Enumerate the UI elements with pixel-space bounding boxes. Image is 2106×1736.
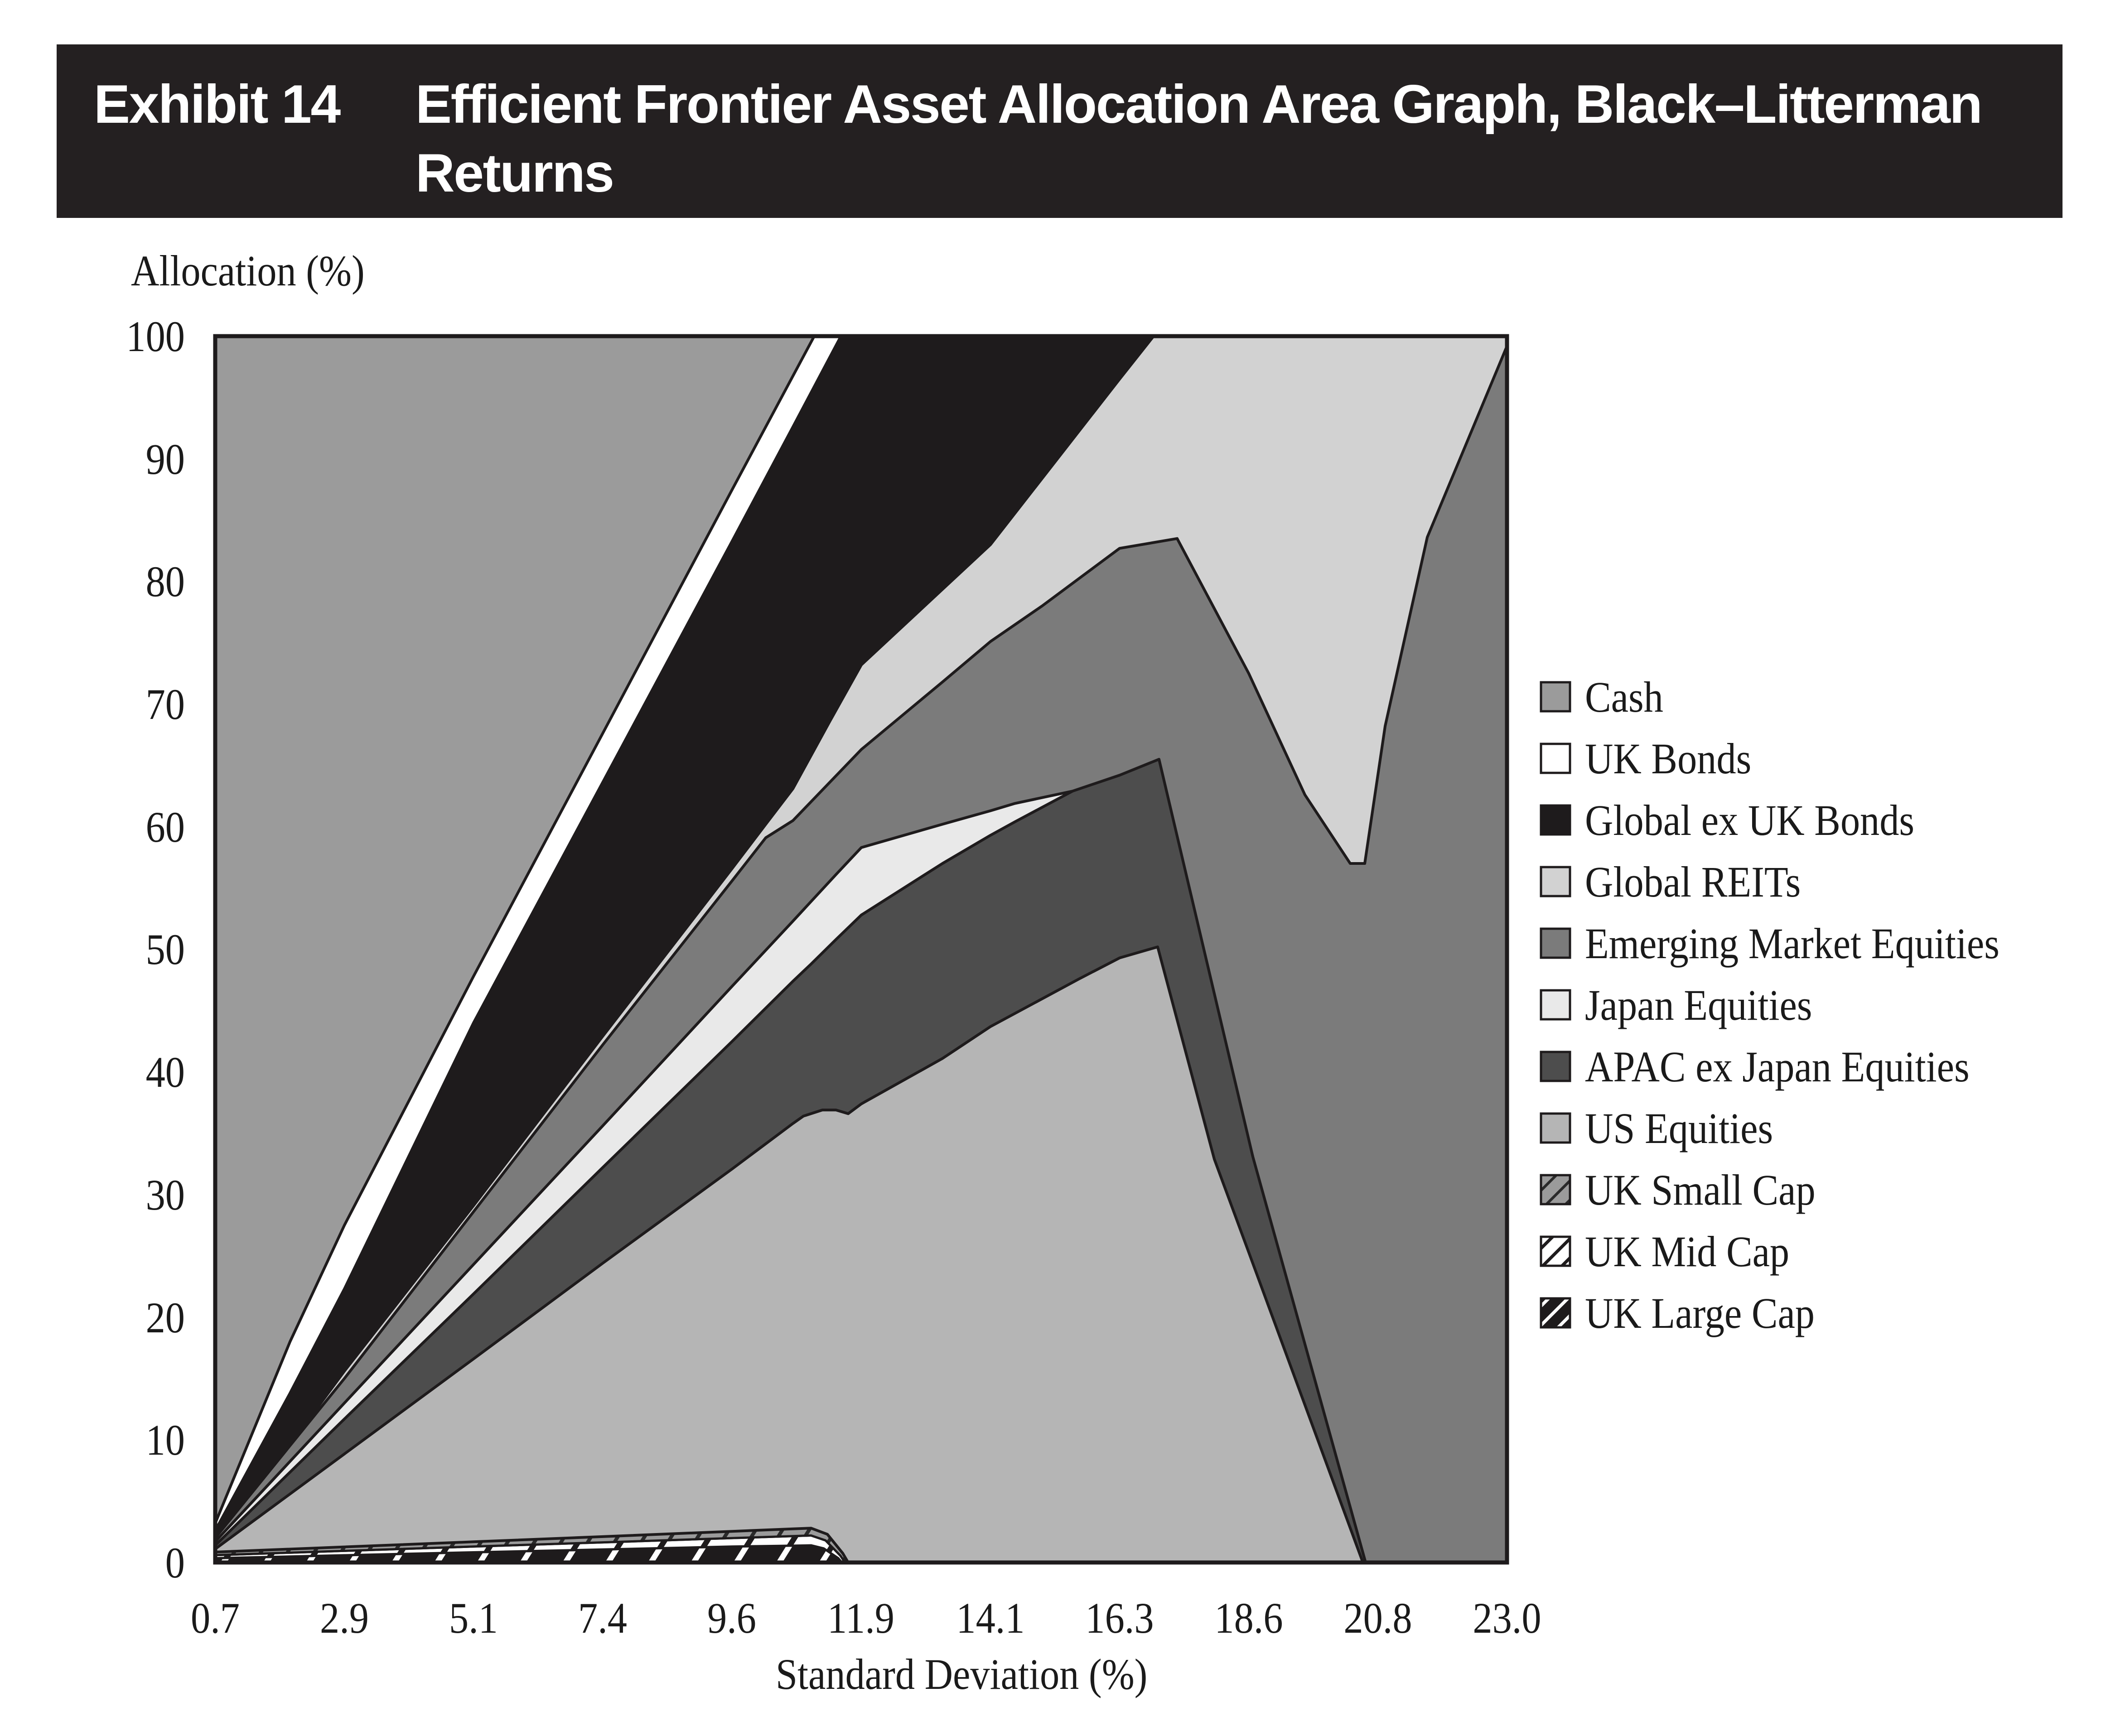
svg-text:20: 20 [146, 1294, 185, 1342]
svg-text:Cash: Cash [1585, 673, 1663, 721]
svg-text:5.1: 5.1 [449, 1594, 498, 1642]
svg-text:Japan Equities: Japan Equities [1585, 981, 1812, 1029]
svg-text:90: 90 [146, 435, 185, 483]
svg-text:UK Small Cap: UK Small Cap [1585, 1166, 1816, 1214]
svg-text:0.7: 0.7 [191, 1594, 240, 1642]
svg-text:0: 0 [165, 1539, 185, 1587]
svg-text:20.8: 20.8 [1343, 1594, 1412, 1642]
svg-text:APAC ex Japan Equities: APAC ex Japan Equities [1585, 1043, 1970, 1091]
svg-text:Global REITs: Global REITs [1585, 858, 1801, 906]
svg-text:40: 40 [146, 1048, 185, 1096]
svg-text:UK Large Cap: UK Large Cap [1585, 1289, 1815, 1337]
svg-text:7.4: 7.4 [578, 1594, 627, 1642]
svg-text:18.6: 18.6 [1214, 1594, 1283, 1642]
svg-text:Standard Deviation (%): Standard Deviation (%) [776, 1650, 1147, 1698]
svg-text:11.9: 11.9 [827, 1594, 894, 1642]
svg-text:23.0: 23.0 [1473, 1594, 1541, 1642]
svg-text:16.3: 16.3 [1085, 1594, 1154, 1642]
svg-text:80: 80 [146, 558, 185, 606]
svg-text:100: 100 [126, 313, 185, 361]
svg-text:UK Bonds: UK Bonds [1585, 735, 1751, 783]
svg-text:70: 70 [146, 680, 185, 728]
svg-text:Allocation (%): Allocation (%) [131, 247, 365, 295]
svg-text:60: 60 [146, 803, 185, 851]
svg-text:9.6: 9.6 [707, 1594, 756, 1642]
svg-text:Emerging Market Equities: Emerging Market Equities [1585, 920, 2000, 968]
svg-text:2.9: 2.9 [320, 1594, 369, 1642]
svg-text:UK Mid Cap: UK Mid Cap [1585, 1228, 1789, 1276]
svg-text:10: 10 [146, 1416, 185, 1464]
svg-text:50: 50 [146, 926, 185, 974]
svg-text:14.1: 14.1 [956, 1594, 1024, 1642]
svg-text:30: 30 [146, 1171, 185, 1219]
svg-text:Global ex UK Bonds: Global ex UK Bonds [1585, 796, 1914, 844]
svg-text:US Equities: US Equities [1585, 1104, 1773, 1153]
